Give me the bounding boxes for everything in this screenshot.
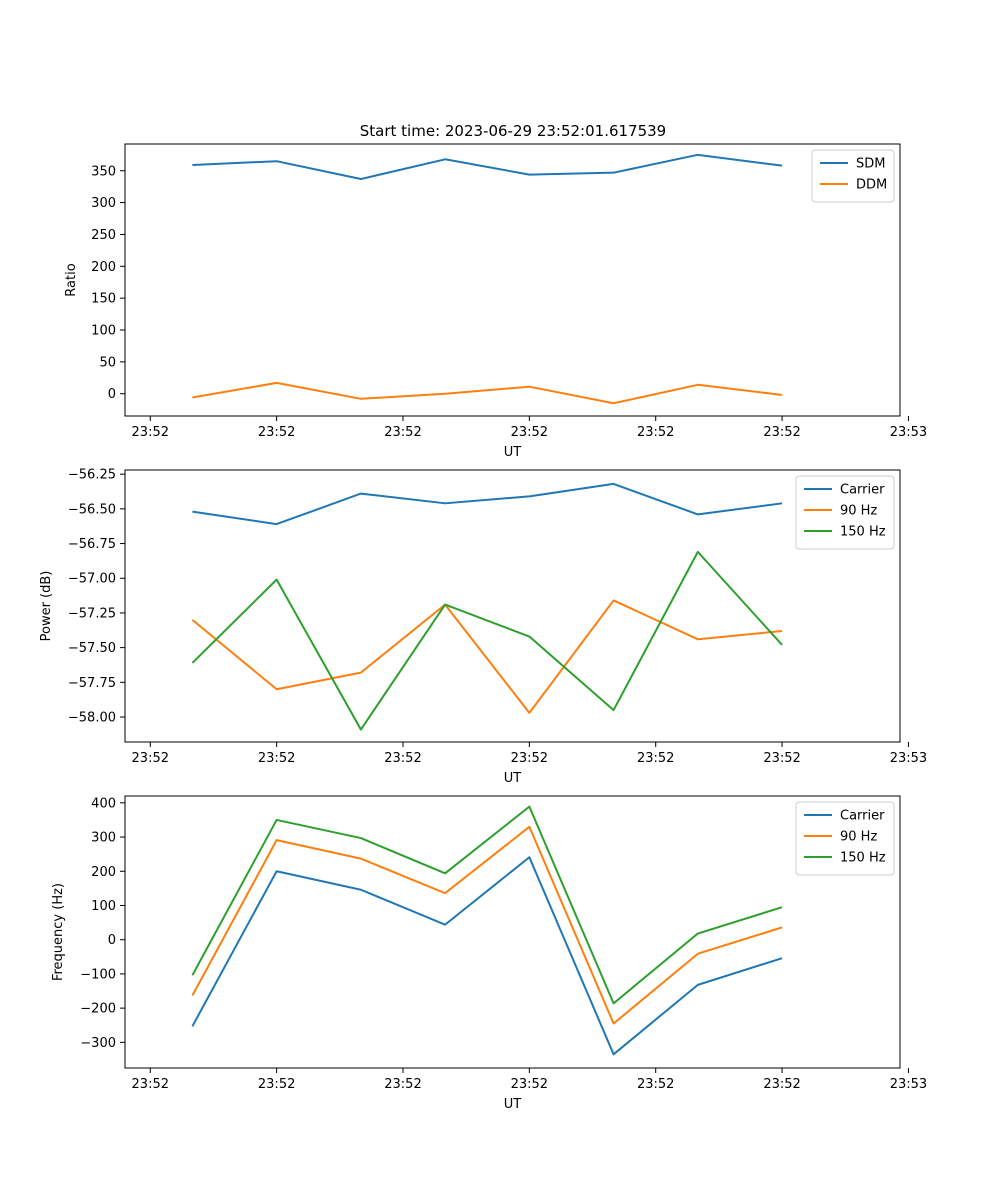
legend-entry: DDM [856,178,887,193]
y-tick-label: 300 [91,831,116,846]
legend-entry: 90 Hz [840,830,877,845]
x-tick-label: 23:52 [763,751,800,766]
x-tick-label: 23:52 [384,751,421,766]
y-tick-label: −57.00 [68,572,116,587]
y-tick-label: 0 [108,387,116,402]
legend: SDM DDM [811,149,895,203]
y-tick-label: −57.50 [68,641,116,656]
x-tick-label: 23:52 [258,425,295,440]
y-axis-label: Frequency (Hz) [51,883,66,981]
legend-entry: Carrier [840,809,885,824]
x-tick-label: 23:52 [763,425,800,440]
x-tick-label: 23:52 [132,751,169,766]
plot-area-frame [124,795,901,1069]
legend-entry: Carrier [840,483,885,498]
x-tick-label: 23:52 [637,425,674,440]
x-tick-label: 23:52 [511,751,548,766]
x-tick-label: 23:52 [511,425,548,440]
series-line-carrier [192,482,783,526]
legend-entry: 150 Hz [840,525,886,540]
x-tick-label: 23:52 [637,751,674,766]
y-tick-label: 200 [91,260,116,275]
subplot-1: 23:52 23:52 23:52 23:52 23:52 23:52 23:53 0 50 10… [64,143,927,460]
y-tick-label: 50 [99,355,116,370]
legend-entry: 90 Hz [840,504,877,519]
series-line-ddm [192,381,783,405]
subplot-3: 23:52 23:52 23:52 23:52 23:52 23:52 23:53 −300 −… [51,795,927,1112]
x-tick-label: 23:53 [890,1077,927,1092]
x-tick-label: 23:52 [132,1077,169,1092]
x-tick-label: 23:52 [384,425,421,440]
y-tick-label: 400 [91,796,116,811]
y-tick-label: −56.75 [68,537,116,552]
legend: Carrier 90 Hz 150 Hz [795,475,895,550]
x-tick-label: 23:52 [637,1077,674,1092]
series-line-150-hz [191,805,783,1005]
y-tick-label: −300 [80,1036,116,1051]
x-tick-label: 23:52 [511,1077,548,1092]
x-axis-label: UT [504,445,522,460]
x-tick-label: 23:52 [258,751,295,766]
y-tick-label: −57.25 [68,606,116,621]
legend: Carrier 90 Hz 150 Hz [795,801,895,876]
series-line-90-hz [191,825,783,1025]
y-tick-label: 100 [91,324,116,339]
plot-area-frame [124,143,901,417]
y-tick-label: −56.50 [68,502,116,517]
x-axis-label: UT [504,1097,522,1112]
y-tick-label: −100 [80,967,116,982]
x-tick-label: 23:52 [258,1077,295,1092]
y-axis-label: Ratio [64,263,79,296]
x-tick-label: 23:52 [763,1077,800,1092]
series-line-150-hz [191,550,783,731]
x-tick-label: 23:52 [384,1077,421,1092]
y-tick-label: 250 [91,228,116,243]
y-tick-label: 300 [91,196,116,211]
subplot-2: 23:52 23:52 23:52 23:52 23:52 23:52 23:53 −58.0… [39,468,927,786]
y-tick-label: 200 [91,865,116,880]
y-tick-label: −58.00 [68,711,116,726]
y-tick-label: 350 [91,164,116,179]
x-axis-label: UT [504,771,522,786]
series-line-sdm [192,153,783,181]
x-tick-label: 23:53 [890,425,927,440]
legend-entry: 150 Hz [840,851,886,866]
y-tick-label: 100 [91,899,116,914]
chart-title: Start time: 2023-06-29 23:52:01.617539 [360,122,666,140]
y-tick-label: 0 [108,933,116,948]
y-tick-label: −56.25 [68,468,116,483]
series-line-90-hz [191,599,783,714]
plot-area-frame [124,469,901,743]
x-tick-label: 23:53 [890,751,927,766]
y-axis-label: Power (dB) [39,571,54,642]
legend-entry: SDM [856,157,885,172]
y-tick-label: −200 [80,1002,116,1017]
series-line-carrier [191,856,783,1056]
x-tick-label: 23:52 [132,425,169,440]
y-tick-label: −57.75 [68,676,116,691]
y-tick-label: 150 [91,292,116,307]
